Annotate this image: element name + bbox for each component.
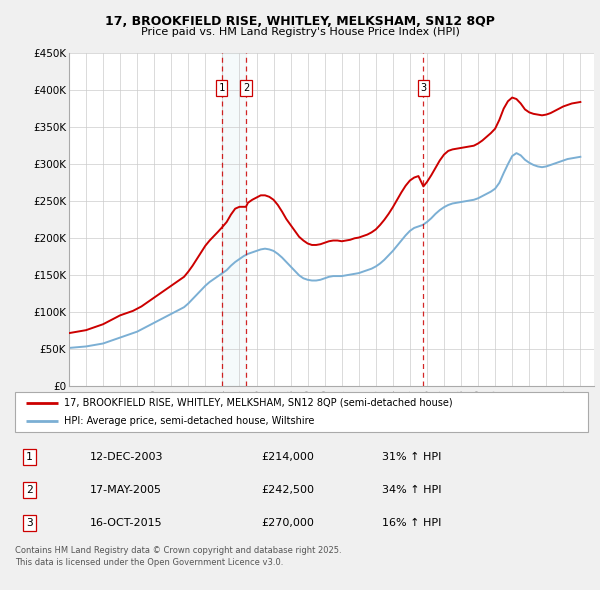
Text: 16-OCT-2015: 16-OCT-2015	[89, 518, 162, 528]
Text: £242,500: £242,500	[262, 485, 314, 495]
Bar	[221, 53, 246, 386]
Text: 17, BROOKFIELD RISE, WHITLEY, MELKSHAM, SN12 8QP (semi-detached house): 17, BROOKFIELD RISE, WHITLEY, MELKSHAM, …	[64, 398, 452, 408]
Text: 3: 3	[420, 83, 427, 93]
Text: 31% ↑ HPI: 31% ↑ HPI	[382, 452, 441, 462]
Text: 34% ↑ HPI: 34% ↑ HPI	[382, 485, 441, 495]
Text: HPI: Average price, semi-detached house, Wiltshire: HPI: Average price, semi-detached house,…	[64, 416, 314, 426]
Text: 3: 3	[26, 518, 33, 528]
Text: 16% ↑ HPI: 16% ↑ HPI	[382, 518, 441, 528]
Text: 17-MAY-2005: 17-MAY-2005	[89, 485, 161, 495]
Text: 2: 2	[26, 485, 33, 495]
Text: 1: 1	[26, 452, 33, 462]
Text: 2: 2	[243, 83, 249, 93]
Text: £214,000: £214,000	[262, 452, 314, 462]
FancyBboxPatch shape	[15, 392, 588, 432]
Text: Contains HM Land Registry data © Crown copyright and database right 2025.
This d: Contains HM Land Registry data © Crown c…	[15, 546, 341, 566]
Text: 17, BROOKFIELD RISE, WHITLEY, MELKSHAM, SN12 8QP: 17, BROOKFIELD RISE, WHITLEY, MELKSHAM, …	[105, 15, 495, 28]
Text: £270,000: £270,000	[262, 518, 314, 528]
Text: 12-DEC-2003: 12-DEC-2003	[89, 452, 163, 462]
Text: Price paid vs. HM Land Registry's House Price Index (HPI): Price paid vs. HM Land Registry's House …	[140, 27, 460, 37]
Text: 1: 1	[218, 83, 224, 93]
